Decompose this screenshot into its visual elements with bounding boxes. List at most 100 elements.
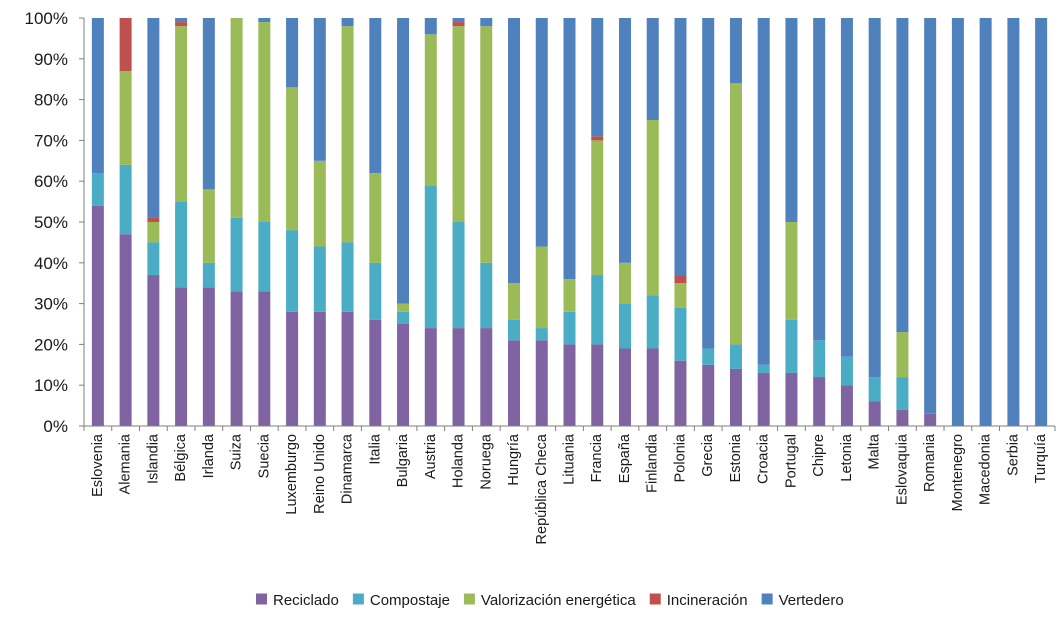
bar-segment bbox=[147, 222, 160, 243]
bar-segment bbox=[1035, 18, 1048, 426]
bar-segment bbox=[341, 311, 354, 426]
bar-segment bbox=[563, 311, 576, 345]
legend-swatch bbox=[761, 593, 773, 605]
bar-segment bbox=[313, 160, 326, 247]
bar-segment bbox=[147, 217, 160, 222]
x-tick-label: Estonia bbox=[728, 433, 744, 482]
x-tick-label: República Checa bbox=[534, 433, 550, 544]
bar-segment bbox=[757, 364, 770, 373]
bar-segment bbox=[591, 140, 604, 276]
bar-segment bbox=[480, 18, 493, 27]
bar-segment bbox=[230, 217, 243, 292]
bar-segment bbox=[258, 291, 271, 426]
bar-segment bbox=[341, 26, 354, 243]
bar-segment bbox=[702, 18, 715, 349]
x-tick-label: Malta bbox=[867, 433, 883, 469]
legend: Reciclado Compostaje Valorización energéti… bbox=[256, 592, 844, 609]
bar-segment bbox=[424, 185, 437, 329]
bar-segment bbox=[591, 18, 604, 137]
bar-segment bbox=[508, 319, 521, 341]
bar-segment bbox=[397, 303, 410, 312]
bar-segment bbox=[119, 18, 132, 72]
x-tick-label: Alemania bbox=[118, 433, 134, 494]
x-tick-label: Noruega bbox=[478, 433, 494, 490]
x-tick-label: Macedonia bbox=[978, 433, 994, 505]
x-tick-label: Suecia bbox=[256, 433, 272, 478]
bar-segment bbox=[313, 18, 326, 161]
y-axis: 0% 10% 20% 30% 40% 50% 60% 70% 80% 90% 100% bbox=[25, 9, 85, 436]
x-tick-label: Irlanda bbox=[201, 433, 217, 478]
bar-segment bbox=[896, 377, 909, 410]
bar-segment bbox=[591, 344, 604, 426]
bar-segment bbox=[535, 328, 548, 341]
bar-segment bbox=[119, 164, 132, 235]
y-tick-label: 10% bbox=[34, 376, 68, 395]
x-tick-label: Chipre bbox=[811, 434, 827, 477]
x-tick-label: España bbox=[617, 433, 633, 483]
bar-segment bbox=[840, 356, 853, 386]
x-tick-label: Islandia bbox=[145, 433, 161, 484]
bar-segment bbox=[702, 348, 715, 365]
bar-segment bbox=[729, 18, 742, 84]
x-tick-label: Eslovenia bbox=[90, 433, 106, 497]
bar-segment bbox=[147, 242, 160, 276]
bar-segment bbox=[258, 18, 271, 23]
bar-segment bbox=[397, 18, 410, 304]
bar-segment bbox=[480, 328, 493, 426]
bar-segment bbox=[313, 311, 326, 426]
legend-label: Reciclado bbox=[273, 592, 339, 609]
y-tick-label: 80% bbox=[34, 91, 68, 110]
bar-segment bbox=[646, 120, 659, 296]
bar-segment bbox=[452, 328, 465, 426]
x-tick-label: Italia bbox=[367, 433, 383, 465]
bar-segment bbox=[813, 18, 826, 341]
x-tick-label: Finlandia bbox=[645, 433, 661, 493]
bar-segment bbox=[591, 136, 604, 141]
bar-segment bbox=[674, 307, 687, 361]
x-tick-label: Montenegro bbox=[950, 434, 966, 511]
bar-segment bbox=[508, 283, 521, 320]
bar-segment bbox=[757, 18, 770, 365]
bar-segment bbox=[896, 332, 909, 378]
x-tick-label: Letonia bbox=[839, 433, 855, 482]
x-tick-label: Luxemburgo bbox=[284, 434, 300, 515]
bar-segment bbox=[147, 275, 160, 426]
bar-segment bbox=[508, 18, 521, 284]
bar-segment bbox=[951, 18, 964, 426]
bar-segment bbox=[286, 311, 299, 426]
bar-segment bbox=[813, 340, 826, 378]
legend-swatch bbox=[463, 593, 475, 605]
bar-segment bbox=[91, 173, 104, 206]
bar-segment bbox=[202, 18, 215, 190]
x-tick-label: Portugal bbox=[783, 434, 799, 488]
x-tick-label: Dinamarca bbox=[340, 433, 356, 504]
x-tick-label: Reino Unido bbox=[312, 434, 328, 514]
bar-segment bbox=[341, 18, 354, 27]
bar-segment bbox=[563, 279, 576, 312]
y-tick-label: 20% bbox=[34, 335, 68, 354]
y-tick-label: 60% bbox=[34, 172, 68, 191]
bar-segment bbox=[979, 18, 992, 426]
bar-segment bbox=[563, 344, 576, 426]
bar-segment bbox=[286, 230, 299, 312]
bar-segment bbox=[202, 262, 215, 288]
x-tick-label: Suiza bbox=[229, 433, 245, 470]
legend-label: Valorización energética bbox=[481, 592, 636, 609]
bar-segment bbox=[924, 18, 937, 414]
bar-segment bbox=[286, 87, 299, 231]
bar-segment bbox=[868, 401, 881, 426]
bar-segment bbox=[896, 18, 909, 333]
bar-segment bbox=[452, 18, 465, 23]
bar-segment bbox=[452, 22, 465, 27]
x-tick-label: Bélgica bbox=[173, 433, 189, 481]
bar-segment bbox=[618, 348, 631, 426]
bar-segment bbox=[840, 385, 853, 426]
y-tick-label: 70% bbox=[34, 131, 68, 150]
bar-segment bbox=[674, 18, 687, 276]
x-tick-label: Hungría bbox=[506, 433, 522, 486]
y-tick-label: 90% bbox=[34, 50, 68, 69]
bar-segment bbox=[175, 287, 188, 426]
legend-swatch bbox=[256, 593, 267, 605]
bar-segment bbox=[147, 18, 160, 218]
